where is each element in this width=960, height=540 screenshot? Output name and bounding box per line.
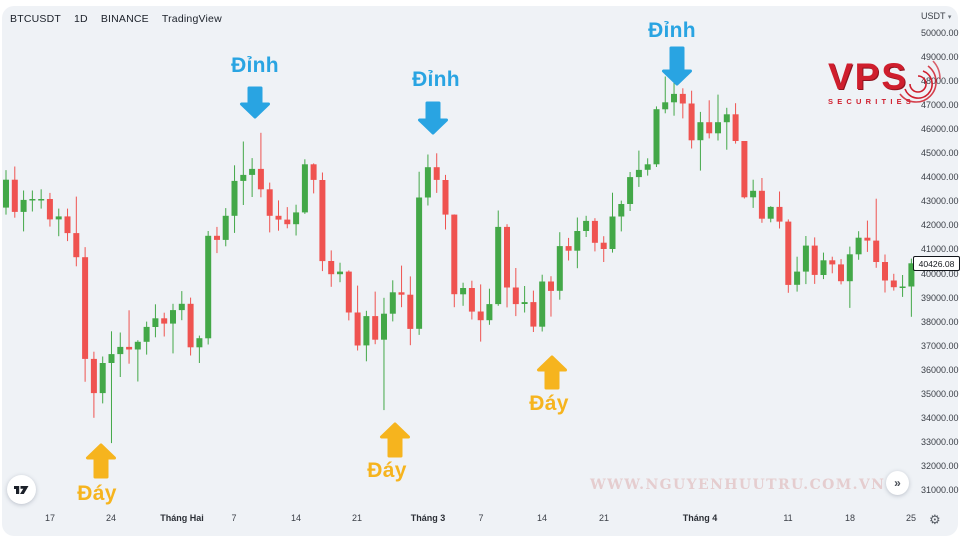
price-tick-label: 32000.00 (921, 460, 959, 471)
dropdown-caret-icon: ▾ (947, 14, 952, 21)
price-tick-label: 33000.00 (921, 436, 959, 447)
price-tick-label: 41000.00 (921, 244, 959, 255)
tradingview-logo-button[interactable] (7, 475, 36, 504)
price-tick-label: 34000.00 (921, 412, 959, 423)
price-tick-label: 39000.00 (921, 292, 959, 303)
time-tick-label: 21 (598, 513, 610, 523)
time-tick-label: 14 (290, 513, 302, 523)
interval-label[interactable]: 1D (73, 13, 88, 25)
exchange-label[interactable]: BINANCE (100, 13, 149, 25)
vps-subtitle-text: SECURITIES (828, 97, 916, 106)
tradingview-logo-icon (13, 485, 28, 494)
currency-selector[interactable]: USDT ▾ (921, 11, 951, 21)
time-tick-label: 25 (905, 513, 917, 523)
chart-legend: BTCUSDT 1D BINANCE TradingView (10, 13, 222, 25)
price-tick-label: 37000.00 (921, 340, 959, 351)
time-tick-label: 11 (783, 513, 793, 523)
price-tick-label: 38000.00 (921, 316, 959, 327)
currency-label: USDT (921, 11, 946, 21)
price-tick-label: 44000.00 (921, 172, 959, 183)
price-tick-label: 43000.00 (921, 196, 959, 207)
current-price-badge: 40426.08 (913, 256, 960, 271)
bottom-label: Đáy (77, 482, 117, 505)
time-tick-label: 14 (536, 513, 548, 523)
price-tick-label: 50000.00 (921, 28, 959, 38)
peak-label: Đỉnh (648, 19, 696, 42)
provider-label[interactable]: TradingView (161, 13, 222, 25)
time-tick-label: Tháng 3 (410, 513, 446, 523)
symbol-label[interactable]: BTCUSDT (10, 13, 61, 25)
bottom-label: Đáy (367, 459, 407, 482)
expand-axis-button[interactable]: » (886, 471, 909, 495)
price-tick-label: 47000.00 (921, 100, 959, 111)
time-tick-label: 21 (351, 513, 363, 523)
time-tick-label: 24 (105, 513, 117, 523)
peak-label: Đỉnh (231, 54, 279, 77)
price-tick-label: 36000.00 (921, 364, 959, 375)
axis-settings-gear-icon[interactable]: ⚙ (929, 512, 941, 527)
vps-brand-text: VPS (828, 56, 909, 97)
bottom-label: Đáy (529, 392, 569, 415)
time-tick-label: Tháng Hai (160, 513, 204, 523)
price-tick-label: 35000.00 (921, 388, 959, 399)
price-tick-label: 46000.00 (921, 124, 959, 135)
time-tick-label: 18 (844, 513, 856, 523)
price-tick-label: 31000.00 (921, 485, 959, 495)
price-tick-label: 40000.00 (921, 268, 959, 279)
time-tick-label: 7 (231, 513, 237, 523)
price-tick-label: 48000.00 (921, 76, 959, 87)
chart-panel (2, 6, 958, 536)
vps-signal-arcs-icon (899, 60, 941, 103)
price-tick-label: 45000.00 (921, 148, 959, 159)
time-tick-label: Tháng 4 (682, 513, 718, 523)
watermark-text: WWW.NGUYENHUUTRU.COM.VN (590, 477, 886, 493)
vps-logo: VPS SECURITIES (828, 56, 941, 122)
double-chevron-right-icon: » (894, 475, 901, 490)
time-tick-label: 17 (44, 513, 56, 523)
time-tick-label: 7 (478, 513, 484, 523)
peak-label: Đỉnh (412, 68, 460, 91)
price-tick-label: 42000.00 (921, 220, 959, 231)
price-tick-label: 49000.00 (921, 52, 959, 63)
